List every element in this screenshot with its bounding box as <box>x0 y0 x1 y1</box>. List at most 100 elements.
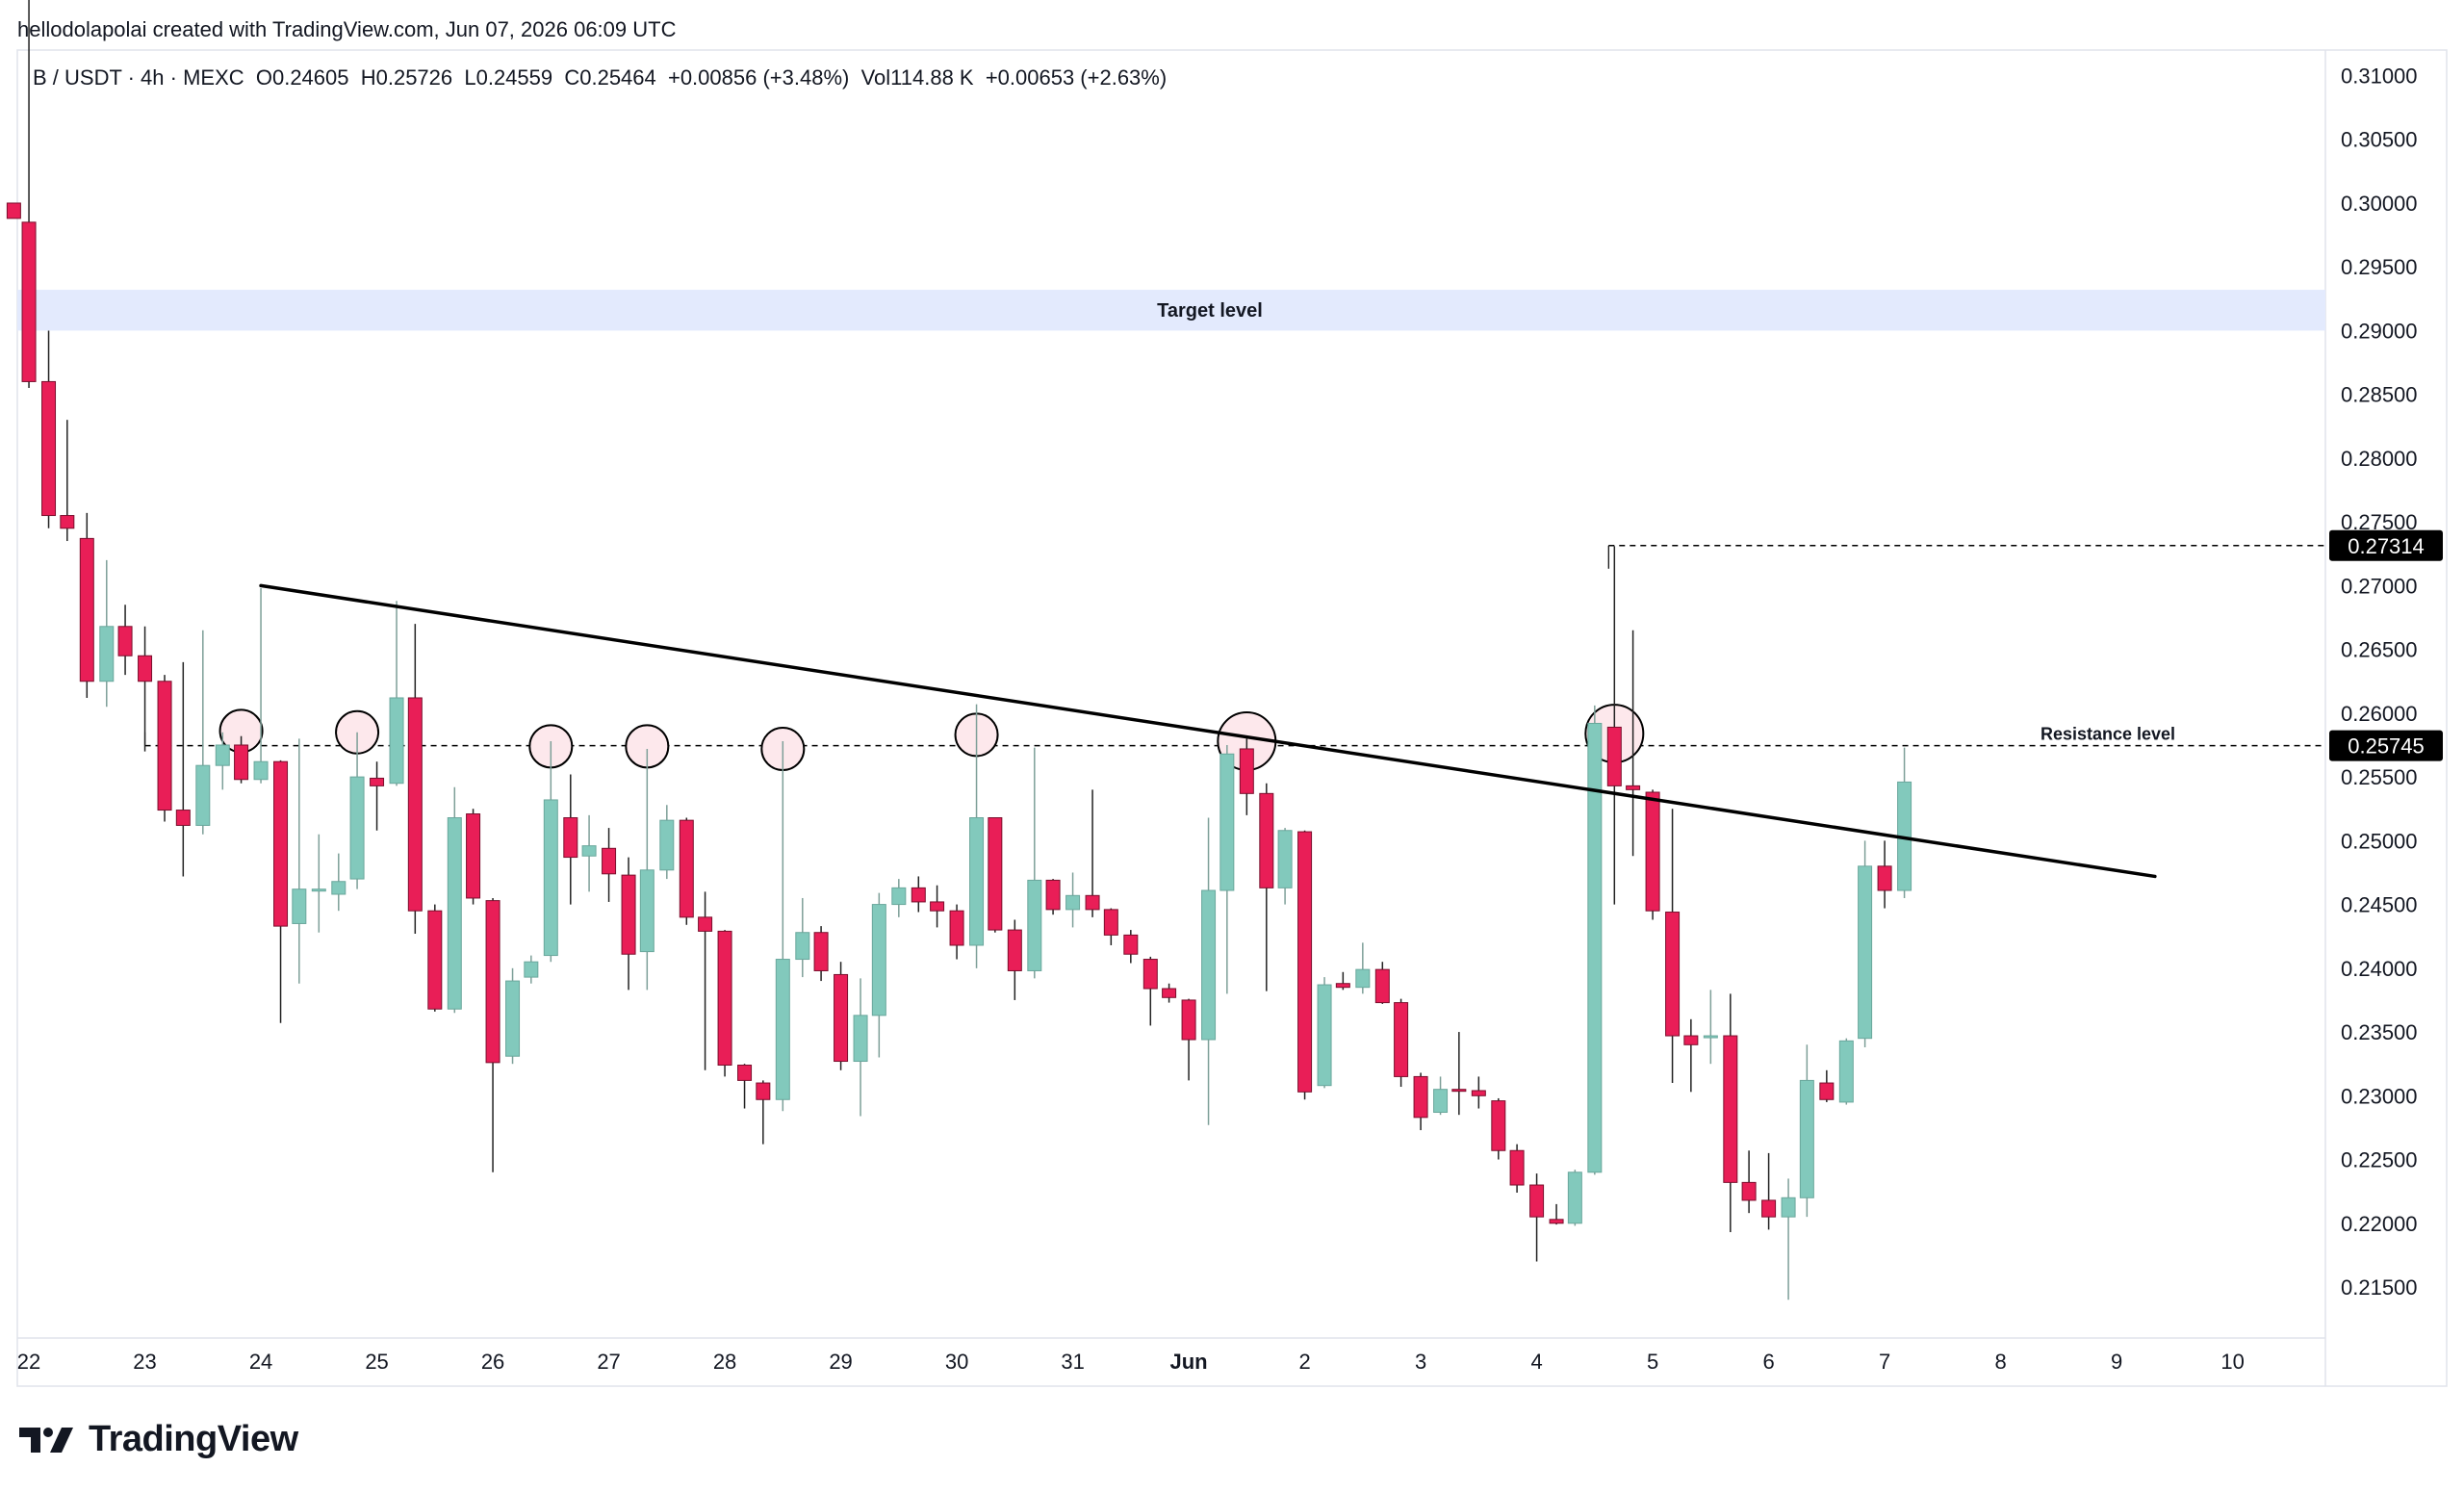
candle-body-14 <box>253 760 269 781</box>
candle-body-62 <box>1181 999 1196 1041</box>
candle-body-25 <box>466 813 481 899</box>
candle-body-15 <box>273 760 289 927</box>
time-tick-label: 3 <box>1415 1350 1426 1374</box>
time-tick-label: 2 <box>1298 1350 1310 1374</box>
price-tick-label: 0.30500 <box>2341 128 2418 152</box>
candle-body-74 <box>1413 1075 1428 1119</box>
candle-body-49 <box>930 901 945 912</box>
time-tick-label: 23 <box>133 1350 156 1374</box>
price-tick-label: 0.25500 <box>2341 765 2418 789</box>
candles-layer <box>6 0 1912 1300</box>
chart-credit: hellodolapolai created with TradingView.… <box>17 17 677 41</box>
price-tick-label: 0.28500 <box>2341 383 2418 407</box>
candle-body-13 <box>234 744 249 781</box>
candle-body-81 <box>1549 1219 1564 1224</box>
time-tick-label: 10 <box>2220 1350 2244 1374</box>
time-tick-label: 24 <box>249 1350 272 1374</box>
candle-body-65 <box>1239 748 1254 794</box>
candle-body-90 <box>1723 1035 1738 1183</box>
candle-body-52 <box>988 817 1003 931</box>
candle-body-82 <box>1567 1171 1582 1224</box>
candle-body-21 <box>389 697 404 785</box>
candle-body-19 <box>349 776 365 880</box>
time-tick-label: 25 <box>365 1350 388 1374</box>
candle-body-17 <box>311 888 326 892</box>
candle-body-96 <box>1838 1040 1854 1103</box>
touch-markers-layer <box>218 704 1645 772</box>
candle-body-37 <box>698 916 713 932</box>
candle-body-2 <box>21 221 37 382</box>
candle-body-36 <box>679 819 694 918</box>
candle-body-39 <box>737 1065 753 1081</box>
candle-body-87 <box>1665 912 1681 1037</box>
symbol-ohlc-legend: B / USDT · 4h · MEXC O0.24605 H0.25726 L… <box>33 65 1168 90</box>
price-tick-label: 0.23000 <box>2341 1084 2418 1108</box>
price-tick-label: 0.24000 <box>2341 957 2418 981</box>
candle-body-16 <box>292 888 307 924</box>
candle-body-66 <box>1259 792 1274 888</box>
price-tick-label: 0.28000 <box>2341 447 2418 471</box>
time-tick-label: 26 <box>481 1350 504 1374</box>
price-tick-label: 0.22500 <box>2341 1148 2418 1172</box>
candle-body-70 <box>1335 983 1350 989</box>
candle-body-76 <box>1451 1089 1467 1093</box>
candle-body-60 <box>1142 959 1158 990</box>
candle-body-23 <box>427 910 443 1010</box>
candle-body-29 <box>543 799 558 957</box>
tradingview-brand[interactable]: TradingView <box>19 1419 298 1460</box>
candle-body-34 <box>639 869 654 953</box>
candle-body-42 <box>795 932 810 961</box>
candle-body-80 <box>1529 1184 1545 1218</box>
candle-body-7 <box>117 626 133 656</box>
candle-body-8 <box>138 655 153 682</box>
candle-body-64 <box>1219 753 1235 891</box>
time-tick-label: 27 <box>597 1350 620 1374</box>
time-tick-label: 6 <box>1762 1350 1774 1374</box>
time-tick-label: 9 <box>2111 1350 2122 1374</box>
candle-body-22 <box>407 697 423 912</box>
resistance-price-tag-text: 0.25745 <box>2348 734 2425 759</box>
candle-body-41 <box>775 959 790 1100</box>
candle-body-9 <box>157 681 172 811</box>
candle-body-91 <box>1741 1181 1757 1201</box>
descending-trendline <box>259 583 2157 879</box>
candle-body-27 <box>505 980 521 1057</box>
candle-body-85 <box>1626 785 1641 790</box>
candle-body-63 <box>1201 889 1217 1041</box>
candle-body-61 <box>1162 988 1177 998</box>
candle-body-53 <box>1007 929 1022 971</box>
tradingview-logo-icon <box>19 1427 73 1453</box>
swing-high-price-tag-text: 0.27314 <box>2348 534 2425 558</box>
price-tick-label: 0.26000 <box>2341 702 2418 726</box>
time-tick-label: 7 <box>1879 1350 1890 1374</box>
candle-body-10 <box>175 810 191 826</box>
candle-body-32 <box>602 847 617 875</box>
candle-body-92 <box>1761 1199 1777 1218</box>
target-zone-layer: Target level <box>17 290 2325 331</box>
price-tick-label: 0.25000 <box>2341 829 2418 853</box>
candle-body-28 <box>524 961 539 978</box>
resistance-level-label: Resistance level <box>2040 725 2175 744</box>
candle-body-71 <box>1355 968 1371 989</box>
candle-body-88 <box>1683 1035 1699 1045</box>
candle-body-97 <box>1858 865 1873 1040</box>
candle-body-83 <box>1587 722 1603 1173</box>
candle-body-4 <box>60 515 75 529</box>
candle-body-78 <box>1491 1100 1506 1151</box>
candle-body-45 <box>853 1015 868 1063</box>
candle-body-94 <box>1799 1079 1814 1198</box>
candle-body-44 <box>834 973 849 1063</box>
candle-body-95 <box>1819 1082 1835 1100</box>
swing-high-price-tag <box>2329 529 2443 561</box>
candle-body-67 <box>1277 830 1293 888</box>
candle-body-18 <box>331 881 346 895</box>
candle-body-55 <box>1045 879 1061 911</box>
time-tick-label: 28 <box>713 1350 736 1374</box>
time-tick-label: 30 <box>945 1350 968 1374</box>
candle-body-31 <box>581 845 597 857</box>
price-tick-label: 0.23500 <box>2341 1020 2418 1044</box>
time-tick-label: 29 <box>829 1350 852 1374</box>
trendline-layer <box>259 583 2157 879</box>
candle-body-24 <box>447 817 462 1010</box>
